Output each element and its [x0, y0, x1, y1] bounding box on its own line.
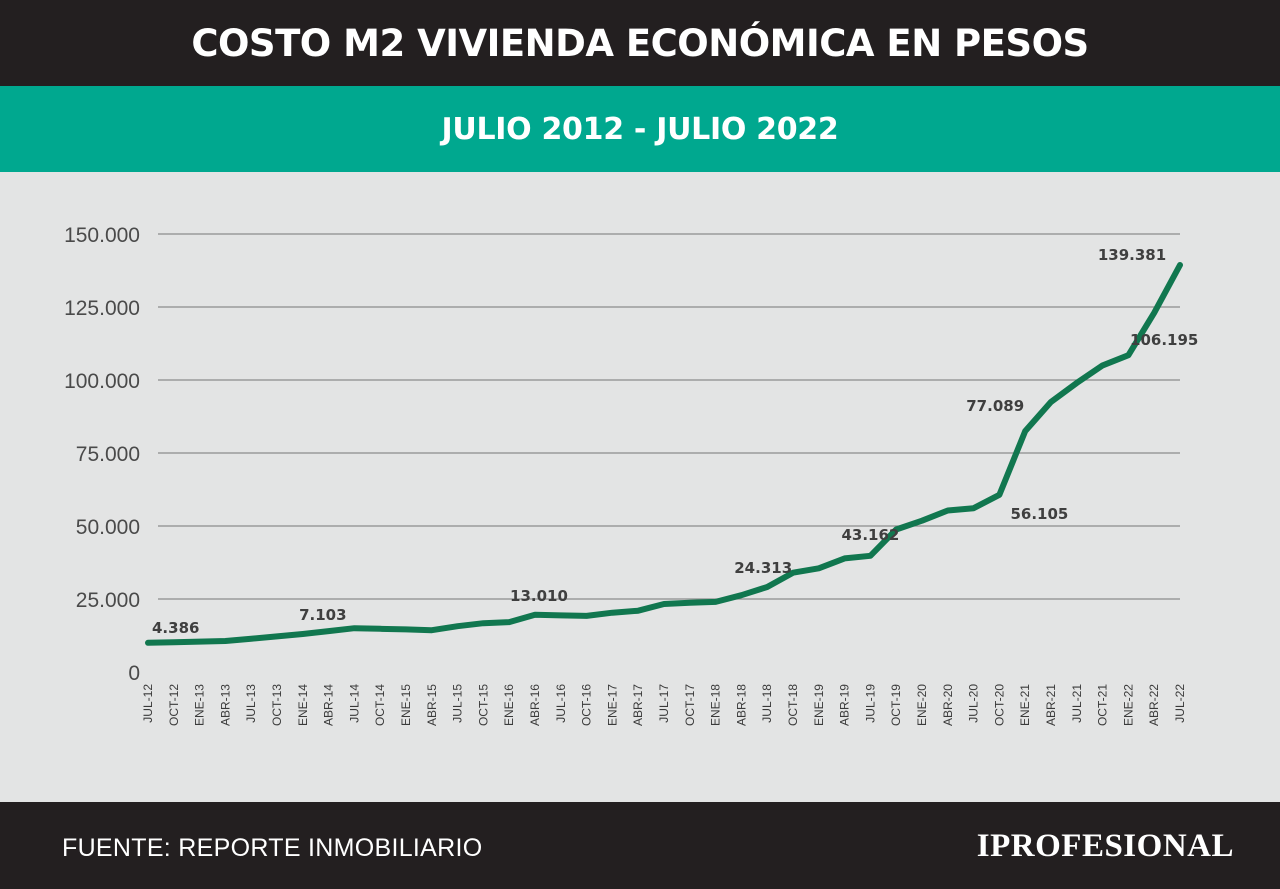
x-tick-label: JUL-15 [451, 684, 465, 723]
x-tick-label: ENE-18 [709, 684, 723, 726]
x-tick-label: ABR-19 [838, 684, 852, 726]
x-tick-label: ENE-14 [296, 684, 310, 726]
series-line [145, 262, 1183, 646]
x-tick-label: ABR-21 [1044, 684, 1058, 726]
data-label: 43.162 [841, 526, 899, 544]
footer-bar: FUENTE: REPORTE INMOBILIARIO IPROFESIONA… [0, 802, 1280, 889]
x-tick-label: OCT-12 [167, 684, 181, 726]
x-tick-label: ABR-15 [425, 684, 439, 726]
x-tick-label: JUL-18 [760, 684, 774, 723]
y-tick-label: 100.000 [64, 370, 140, 393]
source-note: FUENTE: REPORTE INMOBILIARIO [62, 834, 483, 862]
data-label: 7.103 [299, 606, 346, 624]
x-tick-label: JUL-19 [863, 684, 877, 723]
data-label: 13.010 [510, 587, 568, 605]
x-tick-label: ABR-22 [1147, 684, 1161, 726]
x-tick-label: OCT-18 [786, 684, 800, 726]
x-tick-label: OCT-14 [373, 684, 387, 726]
x-tick-label: ABR-20 [941, 684, 955, 726]
y-tick-label: 0 [128, 662, 140, 685]
x-tick-label: ENE-22 [1121, 684, 1135, 726]
data-label: 4.386 [152, 619, 199, 637]
x-tick-label: ENE-20 [915, 684, 929, 726]
x-tick-label: ENE-15 [399, 684, 413, 726]
x-tick-label: ABR-17 [631, 684, 645, 726]
x-tick-label: ENE-13 [193, 684, 207, 726]
data-label: 106.195 [1130, 331, 1198, 349]
x-tick-label: OCT-16 [580, 684, 594, 726]
x-tick-label: ENE-19 [812, 684, 826, 726]
y-tick-label: 50.000 [76, 516, 140, 539]
data-label: 56.105 [1010, 505, 1068, 523]
x-tick-label: ENE-17 [605, 684, 619, 726]
x-tick-label: OCT-17 [683, 684, 697, 726]
x-tick-label: JUL-14 [347, 684, 361, 723]
x-tick-label: JUL-12 [141, 684, 155, 723]
chart-area: 0 25.000 50.000 75.000 100.000 125.000 150.000… [0, 172, 1280, 802]
x-tick-label: ENE-21 [1018, 684, 1032, 726]
x-tick-label: ABR-16 [528, 684, 542, 726]
x-tick-label: JUL-20 [967, 684, 981, 723]
x-tick-label: JUL-16 [554, 684, 568, 723]
brand-logo: IPROFESIONAL [976, 828, 1234, 864]
x-tick-label: OCT-19 [889, 684, 903, 726]
x-tick-label: OCT-13 [270, 684, 284, 726]
line-chart: 0 25.000 50.000 75.000 100.000 125.000 150.000… [64, 224, 1198, 726]
x-tick-label: OCT-21 [1096, 684, 1110, 726]
data-label: 77.089 [966, 397, 1024, 415]
y-tick-label: 125.000 [64, 297, 140, 320]
chart-subtitle: JULIO 2012 - JULIO 2022 [441, 111, 839, 147]
data-label: 24.313 [734, 559, 792, 577]
x-tick-label: JUL-22 [1173, 684, 1187, 723]
x-tick-label: JUL-21 [1070, 684, 1084, 723]
title-bar: COSTO M2 VIVIENDA ECONÓMICA EN PESOS [0, 0, 1280, 86]
x-tick-label: ABR-14 [322, 684, 336, 726]
y-tick-label: 25.000 [76, 589, 140, 612]
x-tick-label: OCT-15 [476, 684, 490, 726]
y-tick-label: 150.000 [64, 224, 140, 247]
x-tick-label: JUL-13 [244, 684, 258, 723]
data-label: 139.381 [1098, 246, 1166, 264]
period-band: JULIO 2012 - JULIO 2022 [0, 86, 1280, 172]
x-tick-label: ABR-18 [734, 684, 748, 726]
chart-title: COSTO M2 VIVIENDA ECONÓMICA EN PESOS [191, 21, 1089, 65]
x-tick-label: JUL-17 [657, 684, 671, 723]
x-tick-label: ENE-16 [502, 684, 516, 726]
x-tick-label: ABR-13 [218, 684, 232, 726]
y-tick-label: 75.000 [76, 443, 140, 466]
x-tick-label: OCT-20 [992, 684, 1006, 726]
